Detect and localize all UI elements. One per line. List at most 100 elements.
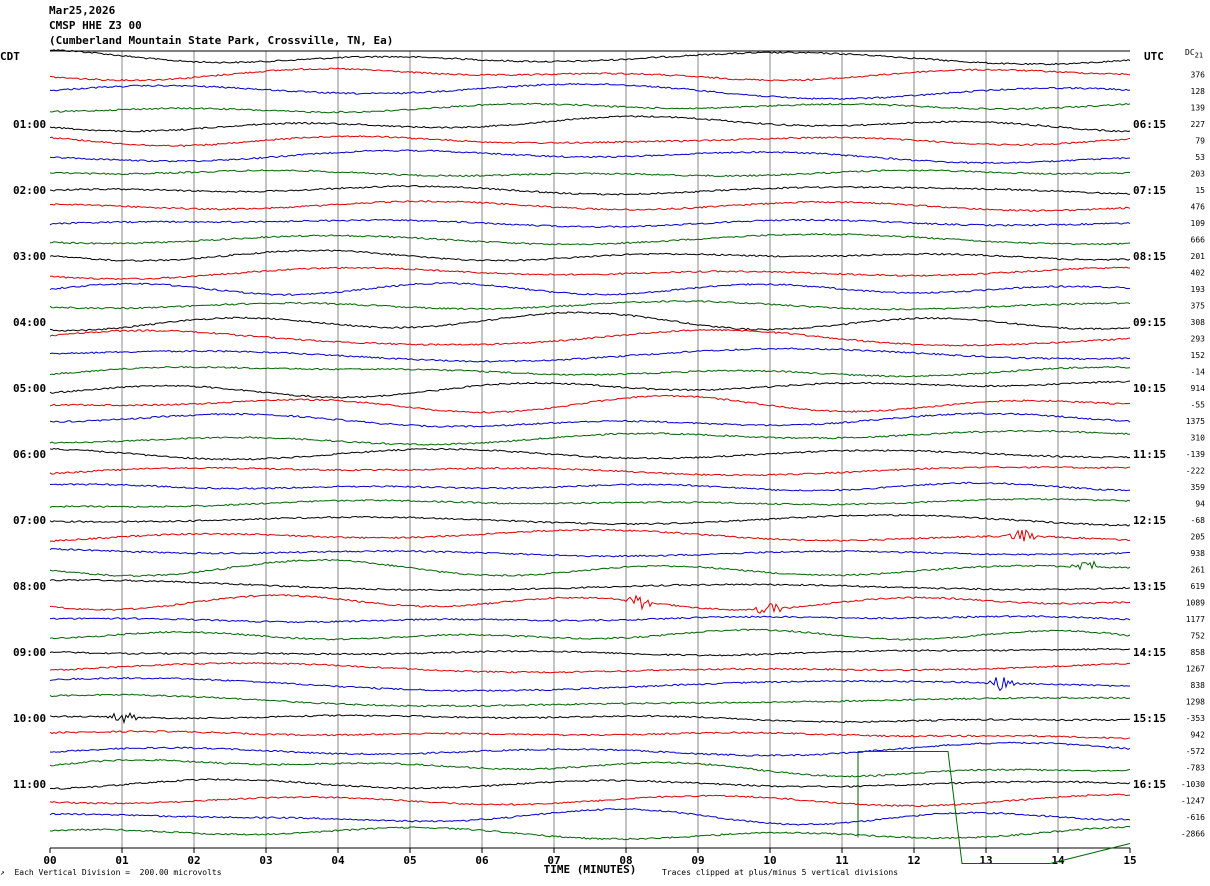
cdt-hour-label: 02:00 — [13, 184, 46, 197]
x-tick-label: 10 — [763, 854, 776, 867]
trace-line — [49, 447, 1131, 461]
dc-offset-value: 376 — [1191, 71, 1206, 80]
left-axis-title: CDT — [0, 50, 20, 63]
scale-note: ↗ Each Vertical Division = 200.00 microv… — [0, 868, 222, 877]
x-tick-label: 08 — [619, 854, 632, 867]
x-tick-label: 03 — [259, 854, 272, 867]
dc-offset-value: 858 — [1191, 648, 1206, 657]
trace-line — [49, 149, 1130, 165]
utc-hour-label: 12:15 — [1133, 514, 1166, 527]
dc-offset-value: 359 — [1191, 483, 1206, 492]
trace-line — [49, 558, 1131, 578]
cdt-hour-label: 07:00 — [13, 514, 46, 527]
trace-line — [49, 429, 1131, 446]
dc-offset-value: 227 — [1191, 120, 1206, 129]
x-tick-label: 02 — [187, 854, 200, 867]
trace-line — [49, 547, 1131, 558]
trace-line — [49, 169, 1131, 177]
trace-line — [49, 825, 1131, 841]
utc-hour-label: 07:15 — [1133, 184, 1166, 197]
trace-line — [49, 266, 1131, 281]
trace-line — [49, 628, 1131, 641]
dc-offset-value: 293 — [1191, 335, 1206, 344]
dc-offset-value: 79 — [1195, 137, 1205, 146]
dc-title: DC21 — [1185, 48, 1204, 60]
cdt-hour-label: 06:00 — [13, 448, 46, 461]
dc-offset-value: 128 — [1191, 87, 1206, 96]
dc-offset-value: 261 — [1191, 566, 1206, 575]
dc-offset-value: 53 — [1195, 153, 1205, 162]
dc-offset-value: 205 — [1191, 533, 1206, 542]
dc-offset-value: 838 — [1191, 681, 1206, 690]
dc-offset-value: -1030 — [1181, 780, 1205, 789]
dc-offset-value: 152 — [1191, 351, 1206, 360]
dc-offset-value: 402 — [1191, 269, 1206, 278]
dc-offset-value: 94 — [1195, 500, 1205, 509]
x-tick-label: 04 — [331, 854, 345, 867]
dc-offset-value: 619 — [1191, 582, 1206, 591]
trace-line — [49, 300, 1131, 311]
trace-line — [49, 778, 1131, 790]
dc-offset-value: 476 — [1191, 203, 1206, 212]
utc-hour-label: 11:15 — [1133, 448, 1166, 461]
trace-line — [49, 693, 1131, 708]
clipped-trace-segment — [857, 751, 1131, 864]
dc-offset-value: -68 — [1191, 516, 1206, 525]
trace-line — [49, 481, 1130, 492]
trace-line — [49, 249, 1131, 262]
x-tick-label: 01 — [115, 854, 129, 867]
right-axis-title: UTC — [1144, 50, 1164, 63]
cdt-hour-label: 04:00 — [13, 316, 46, 329]
dc-offset-value: 1177 — [1186, 615, 1205, 624]
dc-offset-value: 193 — [1191, 285, 1206, 294]
trace-line — [49, 218, 1131, 229]
trace-line — [49, 200, 1131, 212]
dc-offset-value: 1298 — [1186, 698, 1205, 707]
dc-offset-value: 310 — [1191, 434, 1206, 443]
dc-offset-value: 666 — [1191, 236, 1206, 245]
dc-offset-value: -55 — [1191, 401, 1206, 410]
x-tick-label: 05 — [403, 854, 416, 867]
trace-line — [49, 311, 1131, 332]
trace-line — [49, 513, 1131, 527]
dc-offset-value: 375 — [1191, 302, 1206, 311]
trace-line — [49, 282, 1131, 297]
dc-offset-value: -616 — [1186, 813, 1205, 822]
utc-hour-label: 15:15 — [1133, 712, 1166, 725]
dc-offset-value: 308 — [1191, 318, 1206, 327]
utc-hour-label: 14:15 — [1133, 646, 1166, 659]
trace-line — [49, 808, 1131, 826]
dc-offset-value: -572 — [1186, 747, 1205, 756]
trace-line — [49, 793, 1131, 808]
cdt-hour-label: 03:00 — [13, 250, 46, 263]
dc-offset-value: 203 — [1191, 170, 1206, 179]
cdt-hour-label: 08:00 — [13, 580, 46, 593]
trace-line — [49, 730, 1131, 740]
dc-offset-value: 109 — [1191, 219, 1206, 228]
trace-line — [49, 49, 1131, 66]
dc-offset-value: 1089 — [1186, 599, 1205, 608]
trace-line — [49, 676, 1131, 692]
trace-line — [49, 380, 1131, 399]
trace-line — [49, 528, 1131, 543]
dc-offset-value: -783 — [1186, 764, 1205, 773]
trace-line — [49, 412, 1131, 428]
dc-offset-value: -222 — [1186, 467, 1205, 476]
x-tick-label: 07 — [547, 854, 560, 867]
x-tick-label: 14 — [1051, 854, 1065, 867]
trace-line — [49, 82, 1131, 101]
x-tick-label: 13 — [979, 854, 992, 867]
utc-hour-label: 10:15 — [1133, 382, 1166, 395]
trace-line — [49, 328, 1131, 347]
dc-offset-value: -14 — [1191, 368, 1206, 377]
trace-line — [49, 758, 1131, 778]
cdt-hour-label: 05:00 — [13, 382, 46, 395]
dc-offset-value: -1247 — [1181, 797, 1205, 806]
trace-line — [49, 365, 1131, 378]
dc-offset-value: 1267 — [1186, 665, 1205, 674]
dc-offset-value: 1375 — [1186, 417, 1205, 426]
dc-offset-value: -2866 — [1181, 830, 1205, 839]
cdt-hour-label: 09:00 — [13, 646, 46, 659]
trace-line — [49, 741, 1131, 757]
